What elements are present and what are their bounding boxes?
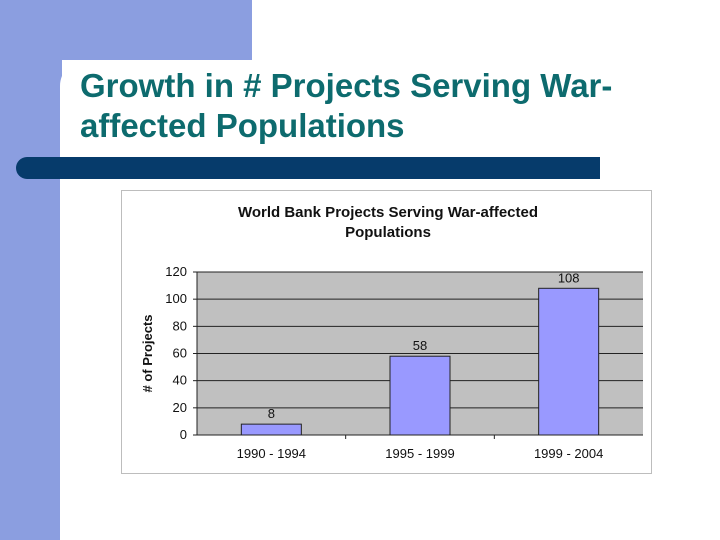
y-axis-label: # of Projects <box>140 314 155 392</box>
y-tick-label: 80 <box>173 318 187 333</box>
chart-frame: 0 20 40 60 80 100 120 8 1990 - 1994 58 1995 - 1999… <box>121 190 652 474</box>
data-label: 58 <box>413 338 427 353</box>
bar <box>389 355 451 436</box>
x-tick-label: 1995 - 1999 <box>385 446 454 461</box>
x-tick-label: 1999 - 2004 <box>534 446 603 461</box>
y-tick-label: 100 <box>165 291 187 306</box>
chart-title: Populations <box>345 224 431 241</box>
chart-title: World Bank Projects Serving War-affected <box>238 204 538 221</box>
x-tick-label: 1990 - 1994 <box>237 446 306 461</box>
data-label: 108 <box>558 270 580 285</box>
top-decorative-block <box>0 0 252 60</box>
y-tick-label: 60 <box>173 346 187 361</box>
bar <box>240 423 302 436</box>
data-label: 8 <box>268 406 275 421</box>
left-decorative-band <box>0 0 62 540</box>
y-tick-label: 20 <box>173 400 187 415</box>
bar-chart: 0 20 40 60 80 100 120 8 1990 - 1994 58 1995 - 1999… <box>140 204 643 461</box>
bar <box>538 287 600 436</box>
title-underline-bar <box>16 157 600 179</box>
y-tick-label: 40 <box>173 373 187 388</box>
y-tick-label: 120 <box>165 264 187 279</box>
slide-title-text: Growth in # Projects Serving War- affect… <box>80 67 613 144</box>
y-tick-label: 0 <box>180 427 187 442</box>
slide-title: Growth in # Projects Serving War- affect… <box>80 66 680 146</box>
